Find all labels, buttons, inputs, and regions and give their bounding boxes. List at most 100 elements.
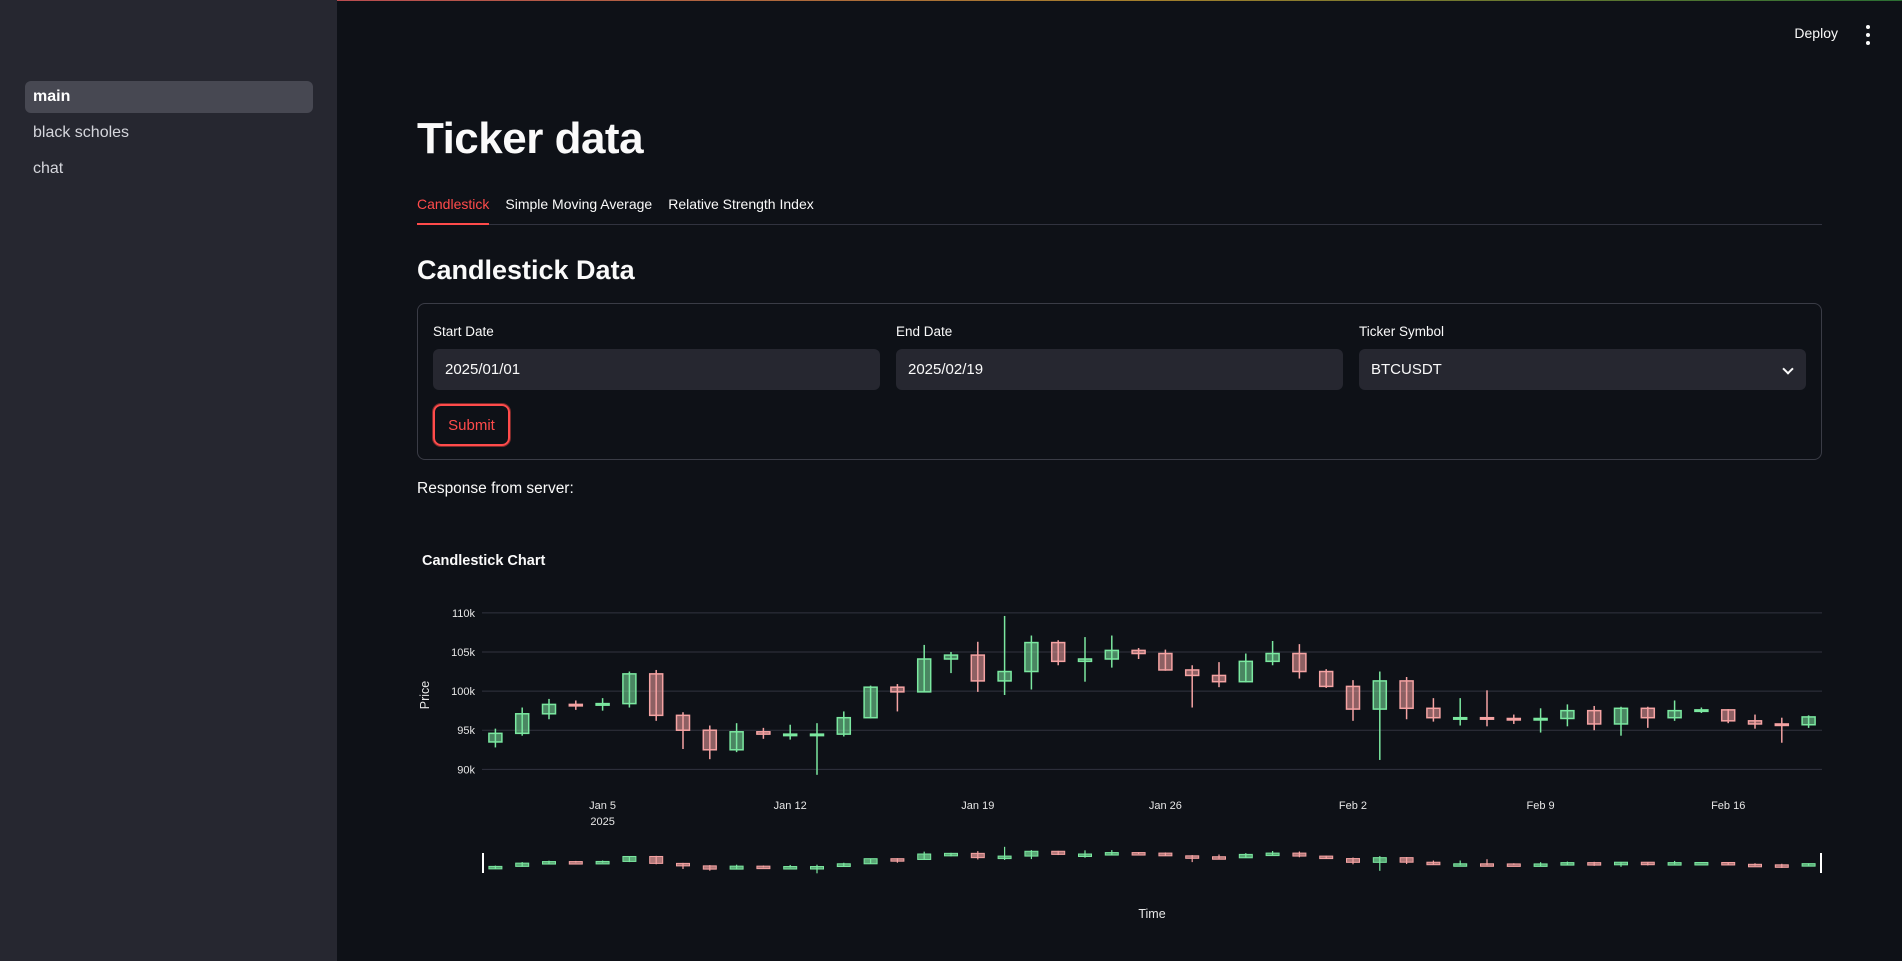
y-tick-label: 95k — [457, 725, 475, 737]
candle-body — [943, 654, 959, 660]
range-candle-body — [1238, 853, 1253, 859]
range-candle-body — [756, 865, 771, 870]
range-candle-body — [1078, 853, 1092, 857]
x-tick-label: Feb 16 — [1711, 800, 1745, 812]
candle-body — [836, 716, 852, 735]
range-candle-body — [1667, 862, 1682, 866]
candle-body — [1747, 720, 1763, 725]
sidebar-item-main[interactable]: main — [25, 81, 313, 113]
submit-button[interactable]: Submit — [433, 404, 510, 446]
start-date-label: Start Date — [433, 324, 494, 339]
candle-body — [595, 702, 610, 706]
query-form: Start Date 2025/01/01 End Date 2025/02/1… — [417, 303, 1822, 460]
candle-body — [1238, 660, 1254, 683]
tab-relative-strength-index[interactable]: Relative Strength Index — [668, 196, 814, 212]
range-candle-body — [970, 852, 985, 859]
range-candle-body — [1506, 863, 1521, 867]
candle-body — [970, 654, 986, 682]
range-candle-body — [649, 855, 664, 864]
candle-body — [1024, 641, 1039, 673]
tab-bar: Candlestick Simple Moving Average Relati… — [417, 193, 1822, 225]
candle-body — [729, 731, 744, 751]
range-candle-body — [1319, 855, 1334, 860]
range-candle-body — [1453, 863, 1468, 867]
candle-body — [1104, 649, 1120, 660]
candle-body — [1292, 652, 1307, 673]
sidebar-item-black-scholes[interactable]: black scholes — [25, 117, 313, 149]
range-candle-body — [676, 862, 690, 867]
candle-body — [622, 673, 637, 705]
y-tick-label: 110k — [452, 608, 476, 620]
range-candle-body — [1024, 850, 1039, 857]
range-candle-body — [1721, 861, 1736, 866]
kebab-menu-icon[interactable] — [1864, 25, 1872, 45]
chevron-down-icon — [1782, 363, 1794, 375]
range-candle-body — [1560, 862, 1575, 866]
candle-body — [1640, 707, 1656, 719]
range-candle-body — [1774, 864, 1789, 868]
sidebar-nav: main black scholes chat — [25, 81, 313, 189]
range-candle-body — [1051, 850, 1066, 855]
candle-body — [863, 686, 878, 719]
candle-body — [1184, 669, 1200, 677]
start-date-field: Start Date 2025/01/01 — [433, 324, 880, 390]
tab-simple-moving-average[interactable]: Simple Moving Average — [505, 196, 653, 212]
candle-body — [1801, 716, 1816, 726]
candle-body — [1077, 658, 1093, 663]
candle-body — [1372, 680, 1388, 710]
candle-body — [1318, 670, 1334, 688]
candle-body — [1345, 685, 1361, 710]
candle-body — [1452, 716, 1468, 720]
candle-body — [756, 731, 771, 735]
range-candle-body — [997, 855, 1012, 860]
candle-body — [1050, 641, 1066, 663]
range-candle-body — [1185, 855, 1200, 859]
range-candle-body — [568, 861, 583, 865]
end-date-input[interactable]: 2025/02/19 — [896, 349, 1343, 390]
candle-body — [675, 714, 691, 731]
candle-body — [1560, 709, 1575, 720]
range-candle-body — [515, 862, 530, 867]
range-candle-body — [836, 863, 851, 868]
candle-body — [568, 703, 584, 707]
ticker-field: Ticker Symbol BTCUSDT — [1359, 324, 1806, 390]
response-label: Response from server: — [417, 480, 574, 497]
end-date-label: End Date — [896, 324, 953, 339]
range-candle-body — [890, 858, 905, 862]
candle-body — [1667, 709, 1682, 719]
end-date-field: End Date 2025/02/19 — [896, 324, 1343, 390]
range-candle-body — [1587, 862, 1602, 866]
page-title: Ticker data — [417, 114, 644, 163]
candle-body — [1158, 652, 1173, 671]
range-candle-body — [729, 865, 744, 870]
candle-body — [1586, 709, 1602, 725]
range-candle-body — [1399, 857, 1414, 863]
range-candle-body — [1158, 852, 1173, 857]
start-date-input[interactable]: 2025/01/01 — [433, 349, 880, 390]
candle-body — [1131, 649, 1146, 655]
range-candle-body — [488, 865, 503, 870]
chart-title: Candlestick Chart — [422, 553, 546, 569]
sidebar-item-chat[interactable]: chat — [25, 153, 313, 185]
ticker-label: Ticker Symbol — [1359, 324, 1445, 339]
candle-body — [1613, 707, 1629, 725]
candle-body — [514, 713, 530, 735]
sidebar-item-label: main — [33, 88, 71, 105]
sidebar-item-label: black scholes — [33, 124, 130, 141]
x-tick-label: Jan 12 — [774, 800, 807, 812]
candle-body — [890, 686, 905, 693]
range-candle-body — [542, 861, 556, 865]
candle-body — [1774, 723, 1790, 727]
candle-body — [916, 658, 932, 693]
ticker-select[interactable]: BTCUSDT — [1359, 349, 1806, 390]
candle-body — [997, 670, 1012, 682]
x-tick-sublabel: 2025 — [590, 816, 614, 828]
ticker-select-value: BTCUSDT — [1371, 361, 1442, 378]
x-axis-label: Time — [1138, 907, 1165, 921]
deploy-button[interactable]: Deploy — [1794, 25, 1838, 41]
range-candle-body — [1292, 852, 1307, 857]
sidebar-item-label: chat — [33, 160, 64, 177]
range-candle-body — [622, 855, 637, 862]
candle-body — [488, 732, 503, 743]
tab-candlestick[interactable]: Candlestick — [417, 193, 490, 225]
